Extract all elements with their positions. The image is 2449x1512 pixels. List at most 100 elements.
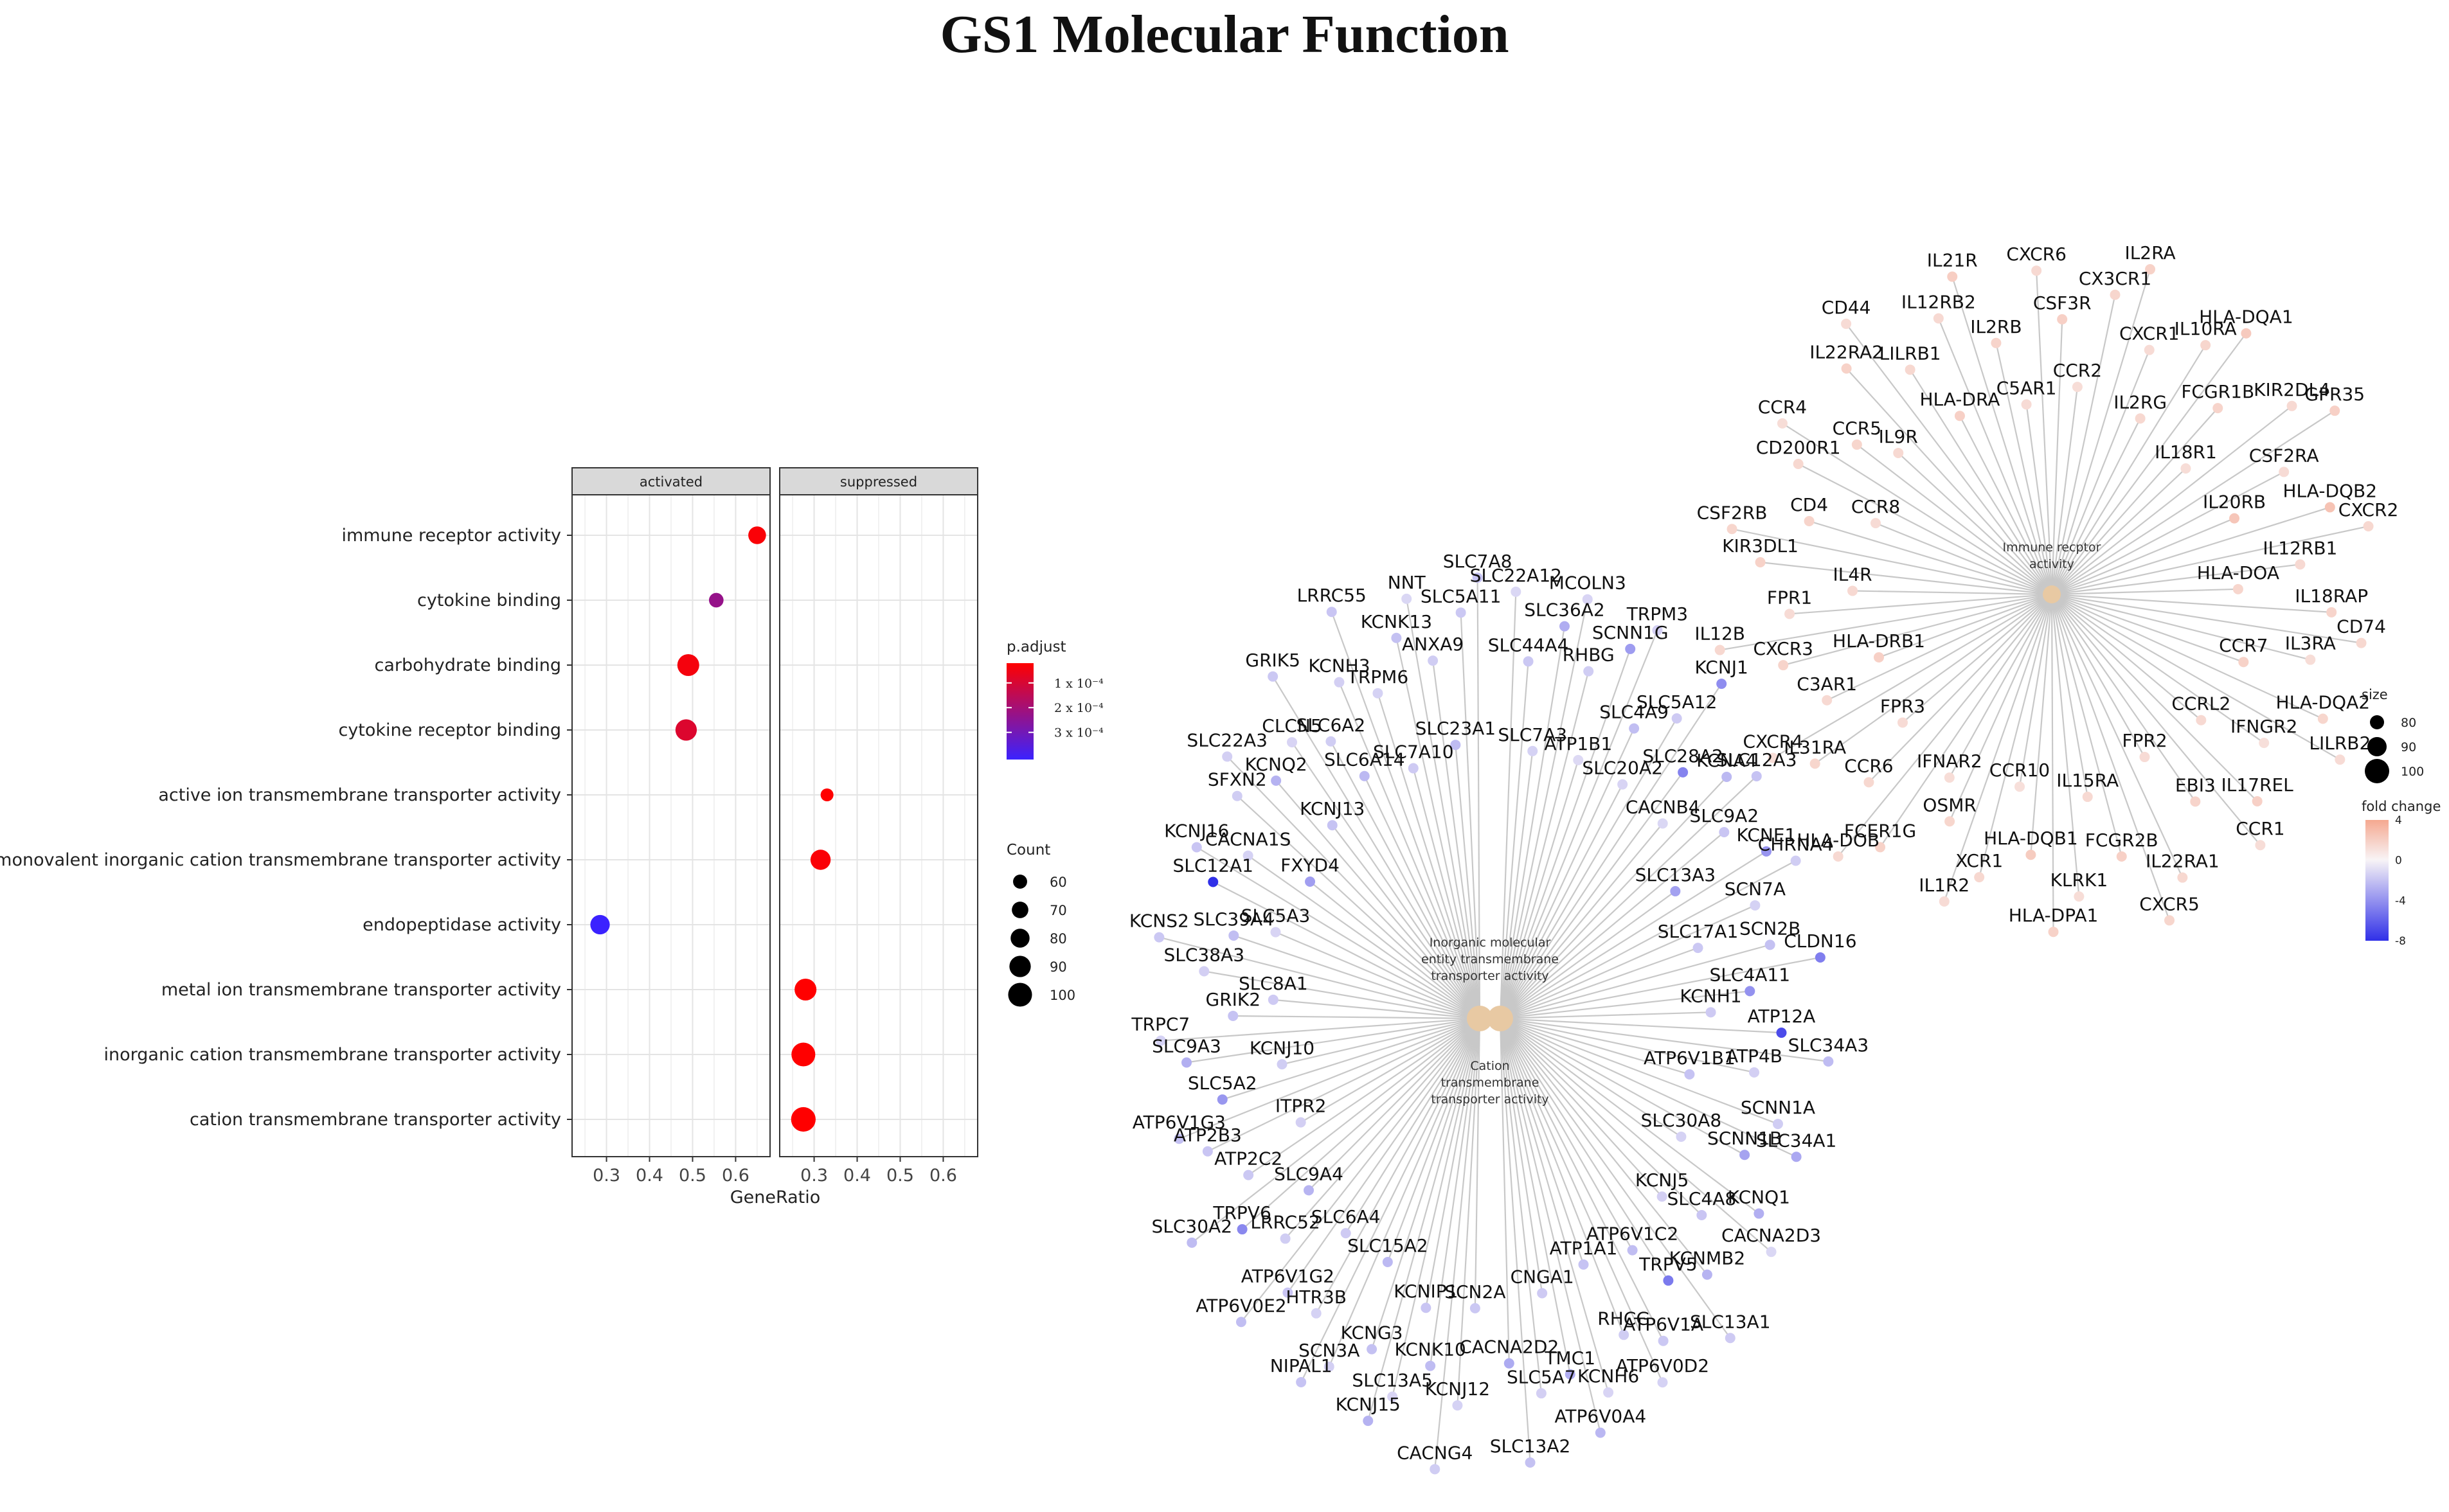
gene-label: SCNN1B (1707, 1128, 1782, 1149)
gene-label: SLC36A2 (1524, 600, 1605, 621)
network-nodes (1154, 264, 2374, 1475)
network-edge (1371, 1018, 1481, 1349)
network-edge (2050, 319, 2063, 595)
gene-label: KCNG3 (1341, 1322, 1403, 1344)
gene-node (1684, 1069, 1695, 1080)
gene-node (1678, 767, 1689, 778)
gene-label: KCNQ1 (1728, 1187, 1790, 1208)
network-edge (2050, 594, 2171, 921)
gene-node (2145, 264, 2156, 275)
network-edge (1959, 415, 2052, 595)
gene-label: C5AR1 (1996, 377, 2057, 398)
network-edge (1386, 1018, 1481, 1263)
network-edge (1500, 860, 1797, 1019)
gene-node (1676, 1131, 1687, 1142)
gene-node (1565, 1369, 1575, 1380)
network-edge (1943, 594, 2053, 902)
network-edge (1160, 1017, 1480, 1042)
network-edge (1406, 598, 1481, 1019)
data-point (791, 1107, 816, 1132)
gene-node (1452, 1400, 1463, 1411)
padjust-legend-label: 3 x 10⁻⁴ (1054, 726, 1104, 740)
gene-label: HLA-DOB (1797, 830, 1879, 851)
data-point (675, 719, 697, 741)
data-point (820, 788, 834, 801)
network-edge (1772, 594, 2052, 759)
x-tick-label: 0.5 (886, 1166, 914, 1186)
gene-label: CNGA1 (1511, 1267, 1574, 1288)
gene-label: SLC34A1 (1756, 1130, 1837, 1151)
gene-label: CCR6 (1844, 755, 1893, 776)
gene-label: KCNJ10 (1250, 1037, 1314, 1058)
foldchange-colorbar (2365, 820, 2389, 941)
gene-label: KCNH3 (1308, 655, 1370, 677)
gene-node (2190, 796, 2201, 807)
gene-label: LRRC52 (1250, 1212, 1320, 1233)
gene-node (1791, 1152, 1802, 1162)
gene-label: IL21R (1927, 250, 1978, 271)
network-edge (1222, 1017, 1480, 1101)
network-edge (1275, 780, 1480, 1019)
network-edge (2051, 405, 2293, 595)
gene-node (1617, 779, 1628, 790)
network-edge (1338, 682, 1481, 1019)
x-axis-title: GeneRatio (730, 1187, 821, 1207)
gene-node (1656, 1191, 1667, 1202)
x-tick-label: 0.5 (679, 1166, 706, 1186)
network-edge (1237, 795, 1480, 1019)
network-edge (2051, 594, 2340, 761)
gene-label: CXCR2 (2338, 499, 2399, 520)
gene-node (2212, 403, 2223, 414)
network-edge (2051, 564, 2301, 596)
gene-node (1793, 458, 1804, 469)
gene-node (2317, 713, 2328, 724)
network-edge (1902, 594, 2052, 724)
gene-node (2356, 637, 2367, 648)
hub-label-cation: transmembrane (1441, 1076, 1539, 1090)
gene-node (1725, 1333, 1736, 1344)
network-edge (1500, 1017, 1755, 1073)
gene-label: ATP4B (1726, 1045, 1782, 1067)
network-edge (2051, 593, 2311, 661)
y-tick-label: inorganic cation transmembrane transport… (104, 1045, 561, 1065)
gene-node (2329, 405, 2340, 416)
count-legend-label: 90 (1050, 959, 1067, 975)
network-edge (1809, 520, 2052, 596)
dotplot-group: activated 0.3 0.4 0.5 0.6 suppressed 0.3 0.4 0.5… (0, 467, 1104, 1207)
gene-node (1893, 447, 1904, 458)
gene-label: ATP6V0A4 (1554, 1406, 1646, 1427)
network-edge (1330, 741, 1480, 1019)
gene-node (1991, 337, 2002, 348)
gene-label: LILRB2 (2309, 733, 2371, 754)
gene-node (1469, 1303, 1480, 1313)
gene-node (1790, 855, 1801, 866)
size-legend-dot (2367, 737, 2387, 756)
network-edge (1474, 1018, 1481, 1308)
network-edge (1248, 1018, 1480, 1176)
gene-node (1408, 763, 1419, 774)
gene-node (1944, 816, 1955, 827)
gene-label: ATP6V0D2 (1616, 1355, 1709, 1376)
gene-label: CCR1 (2236, 818, 2284, 839)
gene-node (1237, 1224, 1248, 1235)
gene-node (1870, 518, 1881, 529)
network-edge (1856, 444, 2052, 595)
network-edge (1363, 776, 1480, 1019)
y-tick-label: immune receptor activity (341, 526, 561, 546)
network-edge (1282, 1017, 1480, 1065)
gene-node (1242, 850, 1253, 861)
network-edge (1719, 593, 2052, 651)
network-edge (1499, 1018, 1625, 1335)
gene-node (1671, 713, 1682, 724)
gene-label: ANXA9 (1402, 634, 1464, 655)
gene-node (1208, 876, 1219, 887)
x-tick-label: 0.3 (593, 1166, 620, 1186)
gene-label: SCNN1A (1741, 1097, 1815, 1118)
y-tick-label: metal ion transmembrane transporter acti… (161, 980, 561, 1000)
gene-label: ATP1A1 (1550, 1238, 1618, 1259)
network-edge (1186, 1017, 1480, 1063)
network-edge (1500, 1018, 1760, 1214)
network-edge (1499, 1018, 1664, 1383)
